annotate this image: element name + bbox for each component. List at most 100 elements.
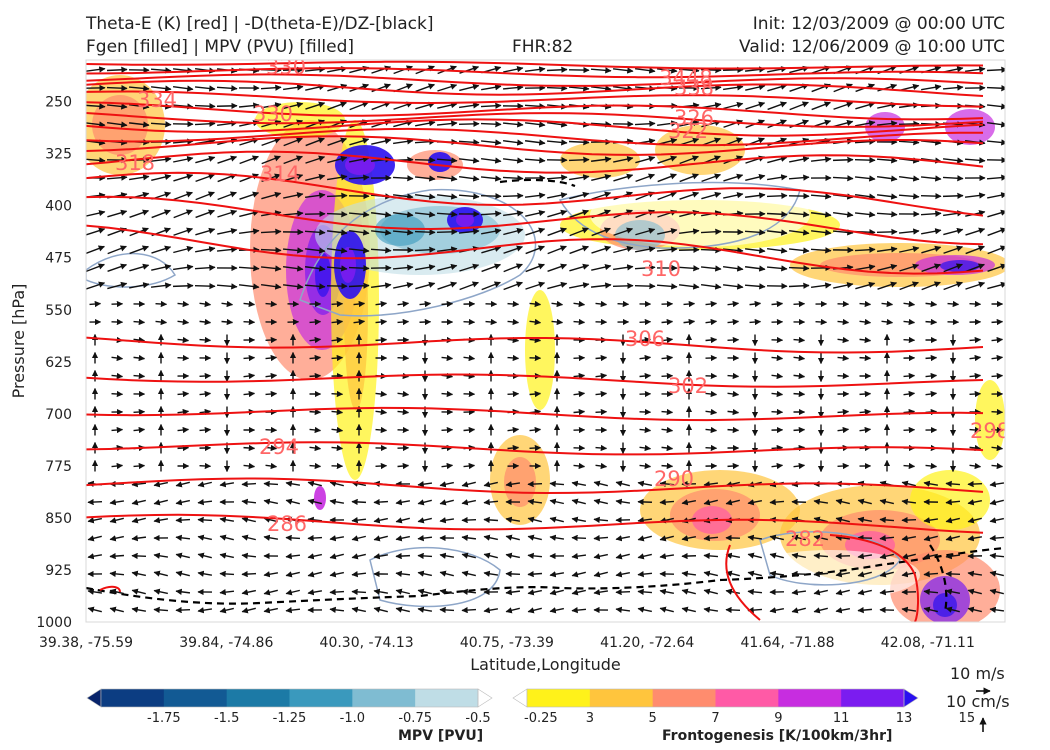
wind-vector — [547, 281, 568, 290]
wind-vector — [375, 390, 388, 398]
x-tick-label: 39.38, -75.59 — [39, 635, 133, 651]
wind-vector — [241, 498, 257, 505]
wind-vector — [945, 535, 960, 542]
wind-vector — [151, 209, 171, 219]
wind-vector — [238, 102, 260, 109]
wind-vector — [989, 606, 1005, 613]
x-tick-label: 41.64, -71.88 — [740, 635, 834, 651]
wind-vector — [967, 517, 982, 524]
wind-vector — [109, 570, 125, 577]
wind-vector — [769, 607, 785, 614]
wind-vector — [705, 300, 718, 308]
wind-vector — [417, 570, 432, 577]
wind-vector — [788, 247, 810, 254]
wind-vector — [309, 426, 322, 434]
wind-vector — [945, 570, 961, 578]
wind-vector — [481, 228, 502, 235]
wind-vector — [505, 516, 521, 523]
forecast-hour: FHR:82 — [512, 37, 574, 57]
wind-vector — [727, 408, 740, 416]
x-tick-label: 40.75, -73.39 — [460, 635, 554, 651]
wind-vector — [835, 498, 850, 505]
y-tick-label: 925 — [45, 563, 72, 579]
wind-vector — [239, 209, 260, 218]
wind-vector — [591, 173, 612, 181]
theta-e-contour — [86, 118, 984, 137]
wind-vector — [129, 282, 150, 289]
colorbar-extend-low — [86, 688, 102, 708]
wind-vector — [216, 85, 238, 92]
wind-vector — [461, 481, 476, 488]
wind-vector — [329, 498, 345, 505]
wind-vector — [678, 67, 700, 74]
wind-vector — [634, 120, 656, 127]
wind-vector — [923, 480, 939, 487]
wind-vector — [397, 300, 410, 308]
wind-vector — [569, 245, 589, 255]
wind-vector — [261, 155, 281, 165]
wind-vector — [771, 390, 784, 398]
wind-vector — [285, 589, 300, 596]
wind-vector — [810, 229, 832, 236]
y-tick-label: 475 — [45, 251, 72, 267]
wind-vector — [241, 480, 257, 488]
wind-vector — [414, 156, 436, 164]
wind-vector — [659, 535, 674, 542]
wind-vector — [151, 245, 172, 254]
wind-vector — [414, 229, 436, 236]
wind-vector — [678, 246, 700, 254]
wind-vector — [595, 408, 608, 416]
wind-vector — [571, 534, 587, 542]
wind-vector — [991, 408, 1004, 416]
wind-vector — [901, 553, 916, 560]
colorbar-tick-label: -1.75 — [147, 711, 181, 726]
wind-vector — [419, 300, 432, 308]
theta-e-label: 330 — [253, 102, 293, 126]
wind-vector — [441, 462, 454, 470]
fgen-colorbar-label: Frontogenesis [K/100km/3hr] — [662, 728, 893, 744]
wind-vector — [769, 534, 784, 541]
wind-vector — [791, 589, 807, 596]
wind-vector — [921, 228, 942, 235]
wind-vector — [987, 263, 1005, 272]
wind-vector — [107, 281, 128, 290]
wind-vector — [109, 499, 125, 506]
wind-vector — [459, 281, 479, 291]
theta-e-label: 338 — [674, 76, 714, 100]
wind-vector — [527, 480, 543, 488]
wind-vector — [393, 138, 414, 145]
wind-vector — [767, 83, 788, 92]
wind-vector — [505, 534, 520, 541]
wind-vector — [969, 444, 982, 452]
wind-vector — [549, 607, 565, 614]
wind-vector — [969, 300, 982, 308]
wind-vector — [414, 193, 436, 200]
wind-vector — [219, 481, 235, 488]
wind-vector — [150, 67, 172, 74]
wind-vector — [458, 157, 480, 164]
wind-vector — [986, 174, 1005, 181]
wind-vector — [458, 193, 480, 200]
wind-vector — [133, 318, 146, 326]
wind-vector — [283, 192, 304, 199]
wind-vector — [837, 336, 850, 344]
wind-vector — [86, 281, 106, 290]
wind-vector — [461, 499, 477, 506]
wind-vector — [153, 588, 168, 595]
wind-vector — [703, 481, 719, 488]
wind-vector — [595, 390, 608, 398]
theta-e-contour — [86, 373, 984, 388]
colorbar-extend-low — [512, 688, 528, 708]
wind-vector — [153, 481, 168, 488]
wind-vector — [131, 606, 147, 613]
wind-vector — [593, 571, 608, 578]
wind-vector — [813, 498, 829, 505]
wind-vector — [458, 120, 480, 128]
wind-vector — [241, 516, 256, 523]
wind-vector — [265, 444, 278, 452]
frontogenesis-max-fill — [456, 213, 474, 227]
wind-vector — [661, 354, 674, 362]
wind-vector — [656, 283, 678, 290]
wind-vector — [901, 606, 917, 613]
wind-vector — [701, 173, 722, 183]
